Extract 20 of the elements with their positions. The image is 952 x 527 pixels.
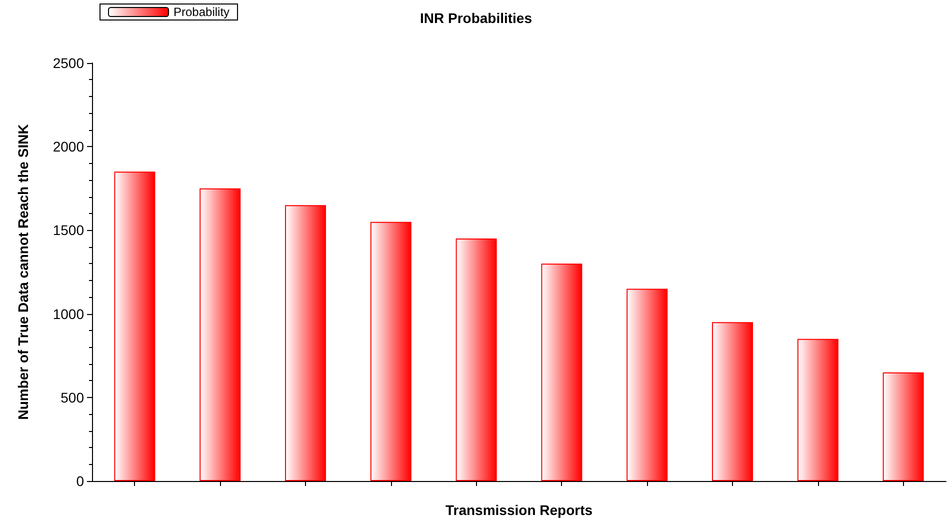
y-tick-label: 0 bbox=[76, 473, 84, 489]
y-tick-label: 1500 bbox=[52, 222, 84, 238]
x-axis-title: Transmission Reports bbox=[445, 502, 593, 518]
y-axis-title: Number of True Data cannot Reach the SINK bbox=[15, 124, 31, 420]
bar bbox=[370, 222, 412, 481]
chart-title: INR Probabilities bbox=[420, 10, 532, 26]
bar bbox=[114, 172, 156, 481]
y-tick-label: 500 bbox=[60, 389, 84, 406]
bar bbox=[456, 238, 497, 481]
bar bbox=[541, 264, 582, 481]
bar bbox=[626, 288, 668, 481]
legend-label: Probability bbox=[174, 5, 230, 19]
bar bbox=[285, 205, 326, 481]
bar bbox=[200, 188, 241, 481]
bar bbox=[882, 372, 924, 481]
bar bbox=[712, 322, 753, 481]
y-tick-label: 2000 bbox=[52, 138, 84, 155]
y-tick-label: 1000 bbox=[52, 306, 84, 322]
bar bbox=[797, 338, 838, 481]
y-tick-label: 2500 bbox=[52, 55, 84, 71]
